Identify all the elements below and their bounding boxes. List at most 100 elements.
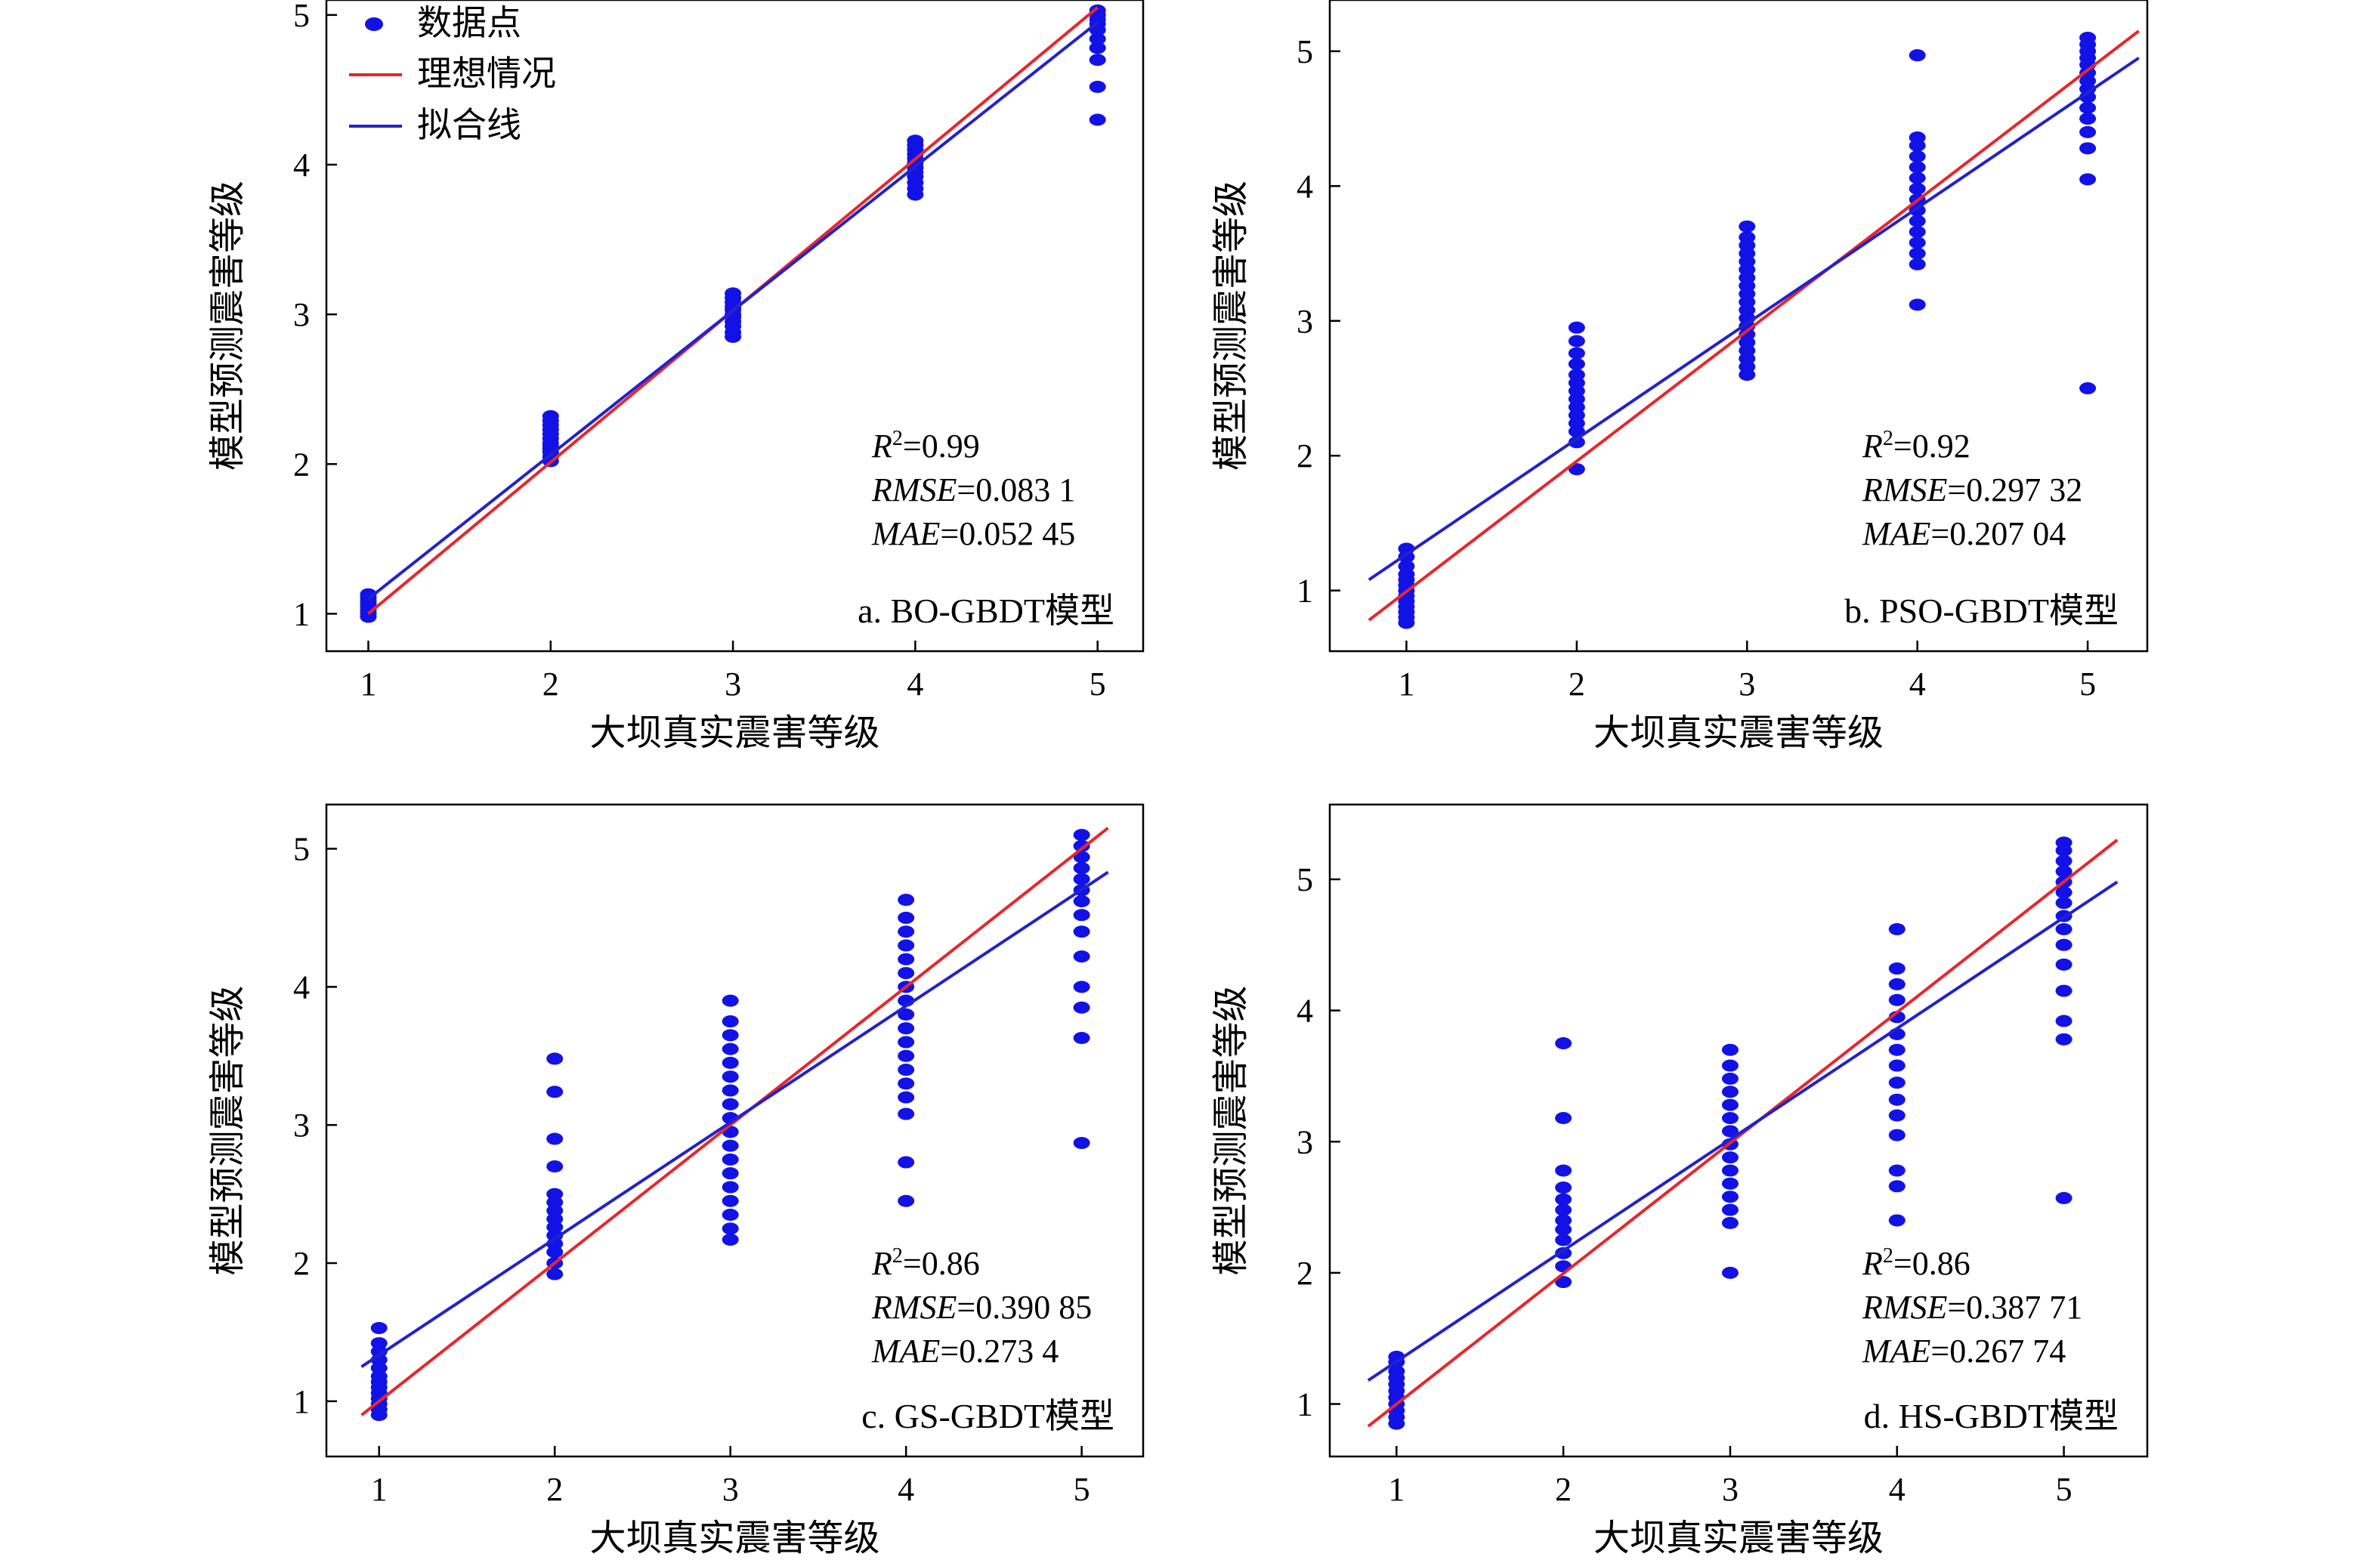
mae-stat-value: =0.273 4 [940,1333,1059,1370]
rmse-stat-symbol: RMSE [1862,1289,1948,1326]
data-point [1721,1098,1739,1111]
data-point [2055,886,2072,899]
y-tick-label: 4 [1297,993,1313,1030]
rmse-stat-value: =0.297 32 [1947,471,2082,508]
legend-fit-label: 拟合线 [417,106,521,144]
data-point [1721,1151,1739,1164]
data-point [722,1222,739,1235]
data-marks [1368,29,2140,629]
data-point [1568,436,1585,449]
fit-line [1367,880,2119,1382]
rmse-stat-symbol: RMSE [871,471,957,508]
data-point [1398,560,1415,573]
superscript-two: 2 [892,427,903,450]
x-axis-title: 大坝真实震害等级 [589,1518,879,1558]
r2-stat-symbol: R [871,428,892,465]
data-point [546,1132,564,1145]
data-point [1089,113,1106,126]
data-point [546,1196,564,1209]
y-tick-label: 5 [293,0,310,34]
data-point [722,1056,739,1069]
data-point [1089,54,1106,66]
data-point [370,1370,388,1382]
r2-stat-value: =0.86 [1893,1245,1970,1282]
data-point [2079,381,2097,394]
data-point [898,925,915,938]
data-point [898,1107,915,1120]
data-point [546,1212,564,1225]
data-point [898,1049,915,1062]
data-point [1888,993,1906,1006]
x-tick-label: 1 [1398,666,1414,703]
data-point [1555,1246,1572,1259]
x-tick-label: 3 [1722,1471,1739,1508]
data-point [1568,369,1585,381]
fit-line [360,870,1109,1368]
superscript-two: 2 [1883,1244,1893,1268]
y-tick-label: 3 [1297,303,1313,340]
data-point [1909,161,1926,174]
data-point [1089,4,1106,17]
data-point [1721,1216,1739,1229]
x-axis-title: 大坝真实震害等级 [1593,1518,1884,1558]
data-point [1388,1365,1405,1378]
x-tick-label: 3 [722,1471,739,1508]
rmse-stat-symbol: RMSE [871,1289,957,1326]
data-point [2079,125,2097,138]
data-point [1909,236,1926,249]
data-point [1073,851,1090,863]
data-point [1073,1031,1090,1044]
rmse-stat: RMSE=0.083 1 [871,471,1075,508]
data-point [722,1194,739,1207]
data-point [898,939,915,952]
data-point [1089,32,1106,45]
r2-stat-value: =0.92 [1893,428,1970,465]
data-point [898,1022,915,1035]
data-point [1073,1001,1090,1014]
mae-stat: MAE=0.207 04 [1862,515,2066,552]
mae-stat-symbol: MAE [1862,1333,1931,1370]
plot-frame [1328,0,2149,653]
data-point [1073,909,1090,922]
panel-label: c. GS-GBDT模型 [861,1397,1114,1435]
r2-stat: R2=0.92 [1862,427,1970,465]
data-point [1909,298,1926,311]
data-point [1721,1177,1739,1190]
x-tick-label: 1 [1388,1471,1405,1508]
rmse-stat: RMSE=0.297 32 [1862,471,2082,508]
data-point [2055,1033,2072,1046]
data-point [898,953,915,965]
mae-stat: MAE=0.273 4 [871,1333,1059,1370]
data-point [1721,1125,1739,1138]
r2-stat-symbol: R [1862,428,1883,465]
data-point [1555,1203,1572,1216]
data-point [722,1209,739,1222]
data-point [1555,1223,1572,1236]
data-point [1089,42,1106,54]
ideal-line [1368,29,2140,622]
data-point [1555,1164,1572,1177]
x-tick-label: 2 [1569,666,1585,703]
x-tick-label: 1 [371,1471,388,1508]
panel-label: a. BO-GBDT模型 [858,592,1114,630]
data-point [1073,873,1090,885]
data-point [1888,978,1906,990]
y-tick-label: 5 [293,831,310,868]
data-point [1568,347,1585,360]
data-point [2079,101,2097,114]
data-point [1721,1191,1739,1203]
data-point [370,1321,388,1334]
y-tick-label: 1 [1297,573,1313,610]
ideal-line [1367,839,2119,1428]
data-point [1721,1266,1739,1279]
y-tick-label: 3 [293,1107,310,1144]
data-point [1909,215,1926,227]
data-point [1568,321,1585,334]
data-point [722,1098,739,1110]
mae-stat: MAE=0.052 45 [871,515,1075,552]
x-axis-title: 大坝真实震害等级 [589,713,879,753]
data-point [722,1181,739,1194]
data-point [2055,938,2072,951]
